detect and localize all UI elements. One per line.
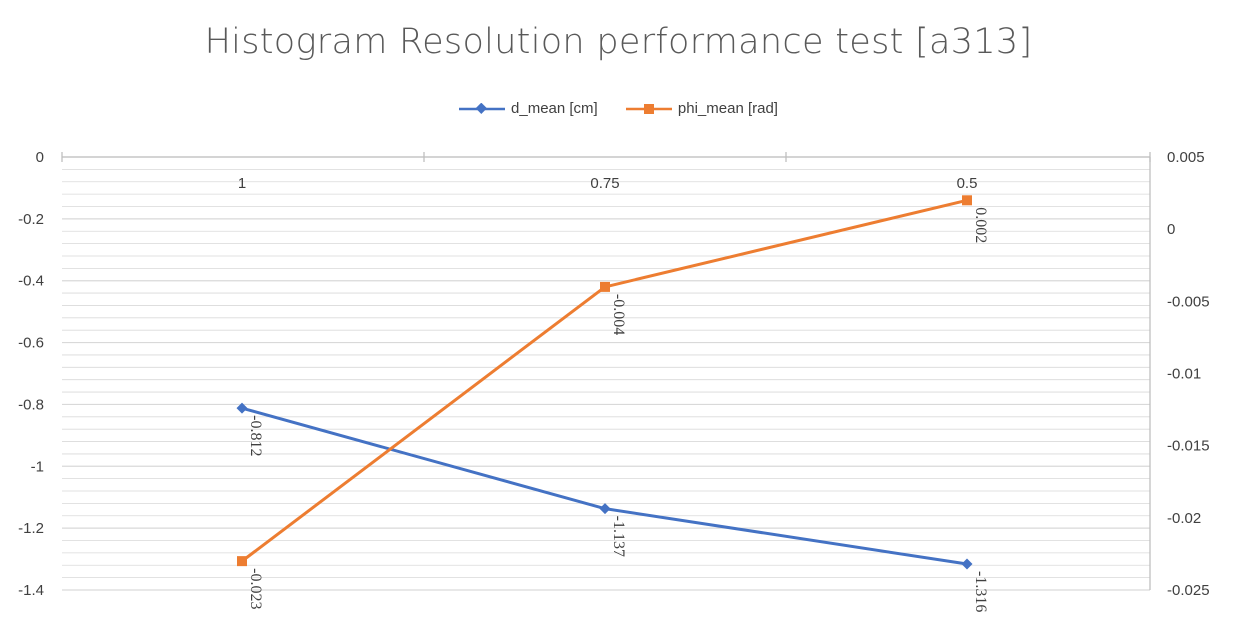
data-label-phi-mean: -0.004 xyxy=(610,294,627,335)
left-tick-label: -0.6 xyxy=(18,335,44,352)
data-label-d-mean: -1.137 xyxy=(610,516,627,557)
left-tick-label: -1.2 xyxy=(18,520,44,537)
legend-item-d-mean: d_mean [cm] xyxy=(459,100,598,117)
legend-label-phi-mean: phi_mean [rad] xyxy=(677,100,778,117)
right-tick-label: -0.02 xyxy=(1167,510,1201,527)
chart-title: Histogram Resolution performance test [a… xyxy=(204,22,1033,62)
left-tick-label: -0.2 xyxy=(18,211,44,228)
category-label: 0.5 xyxy=(957,175,978,192)
data-point-phi-mean xyxy=(237,556,247,567)
category-label: 0.75 xyxy=(590,175,619,192)
right-tick-label: -0.01 xyxy=(1167,366,1201,383)
left-tick-label: -1 xyxy=(31,458,44,475)
right-tick-label: -0.005 xyxy=(1167,293,1210,310)
left-tick-label: -0.8 xyxy=(18,396,44,413)
legend-marker-phi-mean xyxy=(625,103,672,114)
data-point-d-mean xyxy=(961,558,973,570)
right-tick-label: 0 xyxy=(1167,221,1175,238)
data-label-phi-mean: -0.023 xyxy=(247,568,264,609)
gridlines xyxy=(62,156,1150,591)
right-tick-label: -0.015 xyxy=(1167,438,1210,455)
left-tick-label: -1.4 xyxy=(18,582,44,599)
right-tick-label: -0.025 xyxy=(1167,582,1210,599)
legend-label-d-mean: d_mean [cm] xyxy=(511,100,598,117)
legend-item-phi-mean: phi_mean [rad] xyxy=(625,100,778,117)
data-point-phi-mean xyxy=(600,281,610,292)
data-label-d-mean: -1.316 xyxy=(972,571,989,612)
legend: d_mean [cm] phi_mean [rad] xyxy=(0,100,1237,119)
data-label-d-mean: -0.812 xyxy=(247,415,264,456)
data-point-phi-mean xyxy=(962,195,972,206)
left-tick-label: 0 xyxy=(36,149,44,166)
category-label: 1 xyxy=(238,175,246,192)
data-point-d-mean xyxy=(236,402,248,414)
axes: 0 -0.2 -0.4 -0.6 -0.8 -1 -1.2 -1.4 0.005 0 -0.005 -… xyxy=(18,149,1209,599)
right-tick-label: 0.005 xyxy=(1167,149,1205,166)
left-tick-label: -0.4 xyxy=(18,273,44,290)
legend-marker-d-mean xyxy=(459,102,506,114)
data-labels: -0.812 -1.137 -1.316 -0.023 -0.004 0.002 xyxy=(247,207,989,612)
data-point-d-mean xyxy=(599,503,611,515)
data-label-phi-mean: 0.002 xyxy=(972,207,989,243)
series-lines xyxy=(236,195,973,570)
